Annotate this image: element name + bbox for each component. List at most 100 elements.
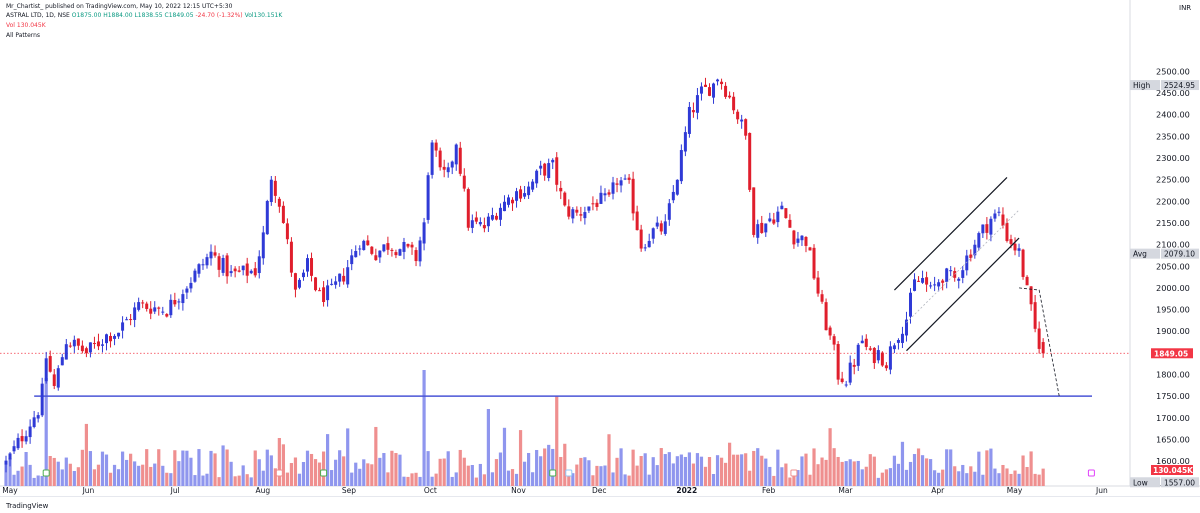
volume-bar xyxy=(924,458,929,486)
candle-body xyxy=(909,292,912,317)
volume-bar xyxy=(297,473,302,486)
candle-body xyxy=(265,201,269,235)
volume-bar xyxy=(165,472,169,486)
ohlc-high: H1884.00 xyxy=(103,12,133,19)
volume-bar xyxy=(414,472,418,486)
volume-bar xyxy=(1029,451,1033,486)
volume-bar xyxy=(864,466,868,486)
candle-body xyxy=(310,258,314,276)
volume-bar xyxy=(579,457,583,486)
volume-bar xyxy=(788,477,792,486)
volume-bar xyxy=(736,454,740,486)
candle-body xyxy=(213,252,217,256)
high-label: High xyxy=(1133,81,1150,90)
volume-bar xyxy=(941,469,945,486)
volume-bar xyxy=(844,461,848,486)
candle-body xyxy=(149,308,153,314)
volume-bar xyxy=(398,454,402,486)
candle-body xyxy=(165,314,169,317)
volume-bar xyxy=(394,453,398,486)
candle-body xyxy=(647,240,651,248)
candle-body xyxy=(474,217,478,222)
volume-bar xyxy=(185,450,189,486)
candle-body xyxy=(386,243,390,250)
high-value: 2524.95 xyxy=(1164,81,1195,90)
candle-body xyxy=(808,247,812,251)
event-marker-icon[interactable] xyxy=(320,469,328,477)
time-tick-label: May xyxy=(2,486,18,495)
price-tick-label: 2350.00 xyxy=(1156,131,1190,141)
volume-bar xyxy=(667,452,671,486)
candle-body xyxy=(925,277,929,285)
volume-bar xyxy=(723,462,728,486)
candle-body xyxy=(157,307,161,309)
volume-legend: Vol 130.045K xyxy=(6,22,46,29)
volume-bar xyxy=(277,438,281,486)
candle-body xyxy=(374,255,378,261)
time-tick-label: Jun xyxy=(82,486,95,495)
candle-body xyxy=(486,216,490,227)
candle-body xyxy=(229,271,233,274)
candle-body xyxy=(4,460,8,465)
candle-body xyxy=(28,426,32,438)
volume-bar xyxy=(157,449,161,486)
price-tick-label: 2400.00 xyxy=(1156,110,1190,120)
volume-bar xyxy=(555,396,559,486)
volume-bar xyxy=(872,456,876,486)
event-marker-icon[interactable] xyxy=(42,469,50,477)
volume-bar xyxy=(462,457,466,486)
volume-bar xyxy=(80,449,84,486)
channel-upper-line xyxy=(893,177,1008,291)
volume-bar xyxy=(285,472,289,486)
volume-bar xyxy=(768,466,772,486)
candle-body xyxy=(551,159,555,163)
candle-body xyxy=(784,208,788,219)
indicator-label[interactable]: All Patterns xyxy=(6,32,41,39)
volume-legend-text: Vol 130.045K xyxy=(6,22,46,29)
price-tick-label: 2250.00 xyxy=(1156,175,1190,185)
event-marker-icon[interactable] xyxy=(1087,469,1095,477)
candle-body xyxy=(941,280,945,283)
candle-body xyxy=(60,357,64,366)
candle-body xyxy=(595,202,599,207)
time-tick-label: Aug xyxy=(255,486,270,495)
price-tick-label: 2100.00 xyxy=(1156,240,1190,250)
candle-body xyxy=(567,206,571,217)
candle-body xyxy=(515,191,519,201)
volume-bar xyxy=(44,378,48,486)
time-tick-label: Mar xyxy=(838,486,853,495)
volume-bar xyxy=(482,474,486,486)
candle-body xyxy=(261,232,265,259)
volume-bar xyxy=(571,473,575,486)
volume-bar xyxy=(852,461,856,486)
volume-bar xyxy=(679,454,683,486)
volume-bar xyxy=(804,453,808,486)
candle-body xyxy=(129,319,133,321)
event-marker-icon[interactable] xyxy=(790,469,798,477)
candle-body xyxy=(285,223,289,240)
volume-bar xyxy=(663,454,667,486)
volume-bar xyxy=(575,464,579,486)
volume-bar xyxy=(346,428,350,486)
ohlc-change: -24.70 (-1.32%) xyxy=(195,12,243,19)
candle-body xyxy=(748,132,752,190)
volume-bar xyxy=(949,449,953,486)
volume-bar xyxy=(213,453,217,486)
event-marker-icon[interactable] xyxy=(275,469,283,477)
volume-bar xyxy=(912,454,917,486)
volume-bar xyxy=(406,476,410,486)
event-marker-icon[interactable] xyxy=(565,469,573,477)
candle-body xyxy=(32,417,36,427)
candle-body xyxy=(728,95,732,98)
volume-bar xyxy=(76,467,80,486)
event-marker-icon[interactable] xyxy=(549,469,557,477)
time-tick-label: Nov xyxy=(511,486,526,495)
avg-value: 2079.10 xyxy=(1164,250,1195,259)
high-value-badge xyxy=(1161,80,1199,91)
candle-body xyxy=(137,302,141,310)
volume-bar xyxy=(981,474,985,486)
volume-bar xyxy=(490,472,495,486)
time-tick-label: Dec xyxy=(592,486,607,495)
volume-bar xyxy=(527,452,531,486)
